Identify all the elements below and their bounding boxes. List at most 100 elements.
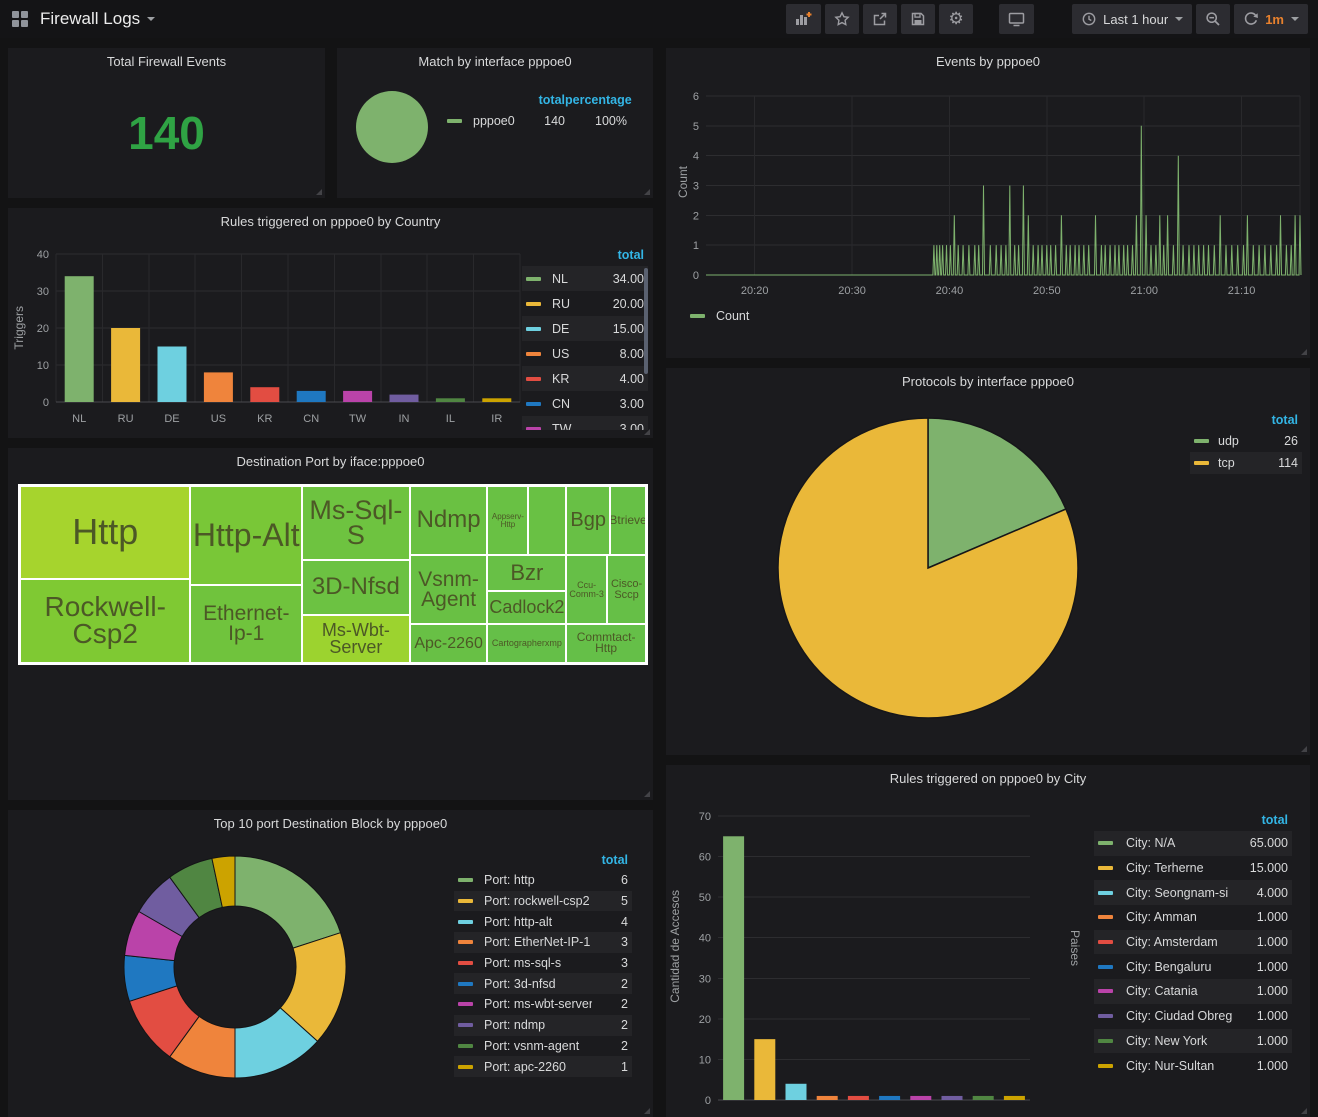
treemap-cell-Vsnm-Agent[interactable]: Vsnm-Agent xyxy=(409,555,488,624)
legend-label[interactable]: Port: ms-wbt-server xyxy=(484,997,592,1012)
legend-label[interactable]: Port: vsnm-agent xyxy=(484,1038,580,1053)
legend-row[interactable]: City: Seongnam-si 4.000 xyxy=(1094,880,1292,906)
legend-header-total[interactable]: total xyxy=(617,248,644,262)
treemap-cell-3D-Nfsd[interactable]: 3D-Nfsd xyxy=(302,560,410,615)
legend-row[interactable]: udp 26 xyxy=(1190,430,1302,452)
dashboard-title[interactable]: Firewall Logs xyxy=(40,9,141,28)
legend-header[interactable]: total xyxy=(454,850,632,870)
treemap-cell-Ms-Wbt-Server[interactable]: Ms-Wbt-Server xyxy=(302,614,410,663)
legend-row[interactable]: CN 3.00 xyxy=(522,391,648,416)
legend-label[interactable]: City: N/A xyxy=(1126,836,1176,851)
legend-row[interactable]: Port: ndmp 2 xyxy=(454,1014,632,1036)
treemap-cell-Bzr[interactable]: Bzr xyxy=(487,555,567,591)
legend-label[interactable]: City: Bengaluru xyxy=(1126,959,1212,974)
legend-row[interactable]: RU 20.00 xyxy=(522,291,648,316)
legend-header[interactable]: total xyxy=(1094,809,1292,831)
panel-title[interactable]: Total Firewall Events xyxy=(106,54,227,69)
legend-row[interactable]: City: Nur-Sultan 1.000 xyxy=(1094,1053,1292,1078)
legend-scrollbar[interactable] xyxy=(644,268,648,374)
legend-row[interactable]: tcp 114 xyxy=(1190,452,1302,474)
treemap-cell-Cartographerxmp[interactable]: Cartographerxmp xyxy=(487,623,567,663)
legend-row[interactable]: Port: ms-sql-s 3 xyxy=(454,953,632,974)
legend-row[interactable]: Port: apc-2260 1 xyxy=(454,1056,632,1077)
legend-row[interactable]: pppoe0 140 100% xyxy=(443,110,631,132)
legend-row[interactable]: Port: rockwell-csp2 5 xyxy=(454,890,632,912)
treemap-cell-Commtact-Http[interactable]: Commtact-Http xyxy=(566,623,646,663)
treemap-cell-Ethernet-Ip-1[interactable]: Ethernet-Ip-1 xyxy=(190,584,303,663)
legend-header-percentage[interactable]: percentage xyxy=(565,93,632,107)
legend-label[interactable]: City: Ciudad Obregón xyxy=(1126,1009,1232,1024)
legend-row[interactable]: City: New York 1.000 xyxy=(1094,1028,1292,1054)
legend-label[interactable]: pppoe0 xyxy=(473,114,515,128)
legend-row[interactable]: City: Ciudad Obregón 1.000 xyxy=(1094,1004,1292,1029)
legend-row[interactable]: NL 34.00 xyxy=(522,266,648,291)
settings-button[interactable]: ⚙ xyxy=(939,4,974,34)
treemap-cell-Http-Alt[interactable]: Http-Alt xyxy=(190,486,303,585)
legend-label[interactable]: Port: EtherNet-IP-1 xyxy=(484,935,591,950)
legend-label[interactable]: KR xyxy=(552,371,570,386)
panel-title[interactable]: Match by interface pppoe0 xyxy=(418,54,572,69)
legend-header-total[interactable]: total xyxy=(601,853,628,867)
share-button[interactable] xyxy=(863,4,898,34)
panel-title[interactable]: Events by pppoe0 xyxy=(935,54,1041,69)
legend-row[interactable]: DE 15.00 xyxy=(522,316,648,341)
legend-row[interactable]: Port: http 6 xyxy=(454,870,632,891)
legend-label[interactable]: Port: apc-2260 xyxy=(484,1059,566,1074)
legend-row[interactable]: Port: vsnm-agent 2 xyxy=(454,1036,632,1057)
treemap-cell-Cisco-Sccp[interactable]: Cisco-Sccp xyxy=(607,555,646,624)
panel-title[interactable]: Destination Port by iface:pppoe0 xyxy=(236,454,425,469)
zoom-out-button[interactable] xyxy=(1196,4,1231,34)
dashboards-grid-icon[interactable] xyxy=(12,11,28,27)
treemap-cell[interactable] xyxy=(528,486,567,556)
legend-label[interactable]: Port: 3d-nfsd xyxy=(484,976,556,991)
treemap-cell-Bgp[interactable]: Bgp xyxy=(566,486,611,556)
treemap-cell-Appserv-Http[interactable]: Appserv-Http xyxy=(487,486,529,556)
legend-header-total[interactable]: total xyxy=(1271,413,1298,427)
legend-label[interactable]: City: New York xyxy=(1126,1033,1208,1048)
legend-header-total[interactable]: total xyxy=(1261,813,1288,827)
treemap-cell-Rockwell-Csp2[interactable]: Rockwell-Csp2 xyxy=(20,578,191,663)
legend-row[interactable]: US 8.00 xyxy=(522,341,648,366)
legend-header[interactable]: total xyxy=(522,244,648,266)
legend-label[interactable]: Port: ndmp xyxy=(484,1018,546,1033)
legend-label[interactable]: City: Terherne xyxy=(1126,861,1204,876)
add-panel-button[interactable] xyxy=(786,4,822,34)
legend-row[interactable]: KR 4.00 xyxy=(522,366,648,391)
legend-label[interactable]: Port: ms-sql-s xyxy=(484,956,562,971)
legend-label[interactable]: RU xyxy=(552,296,571,311)
legend-header[interactable]: total percentage xyxy=(443,90,632,110)
legend-row[interactable]: TW 3.00 xyxy=(522,416,648,430)
star-button[interactable] xyxy=(825,4,860,34)
treemap-cell-Ccu-Comm-3[interactable]: Ccu-Comm-3 xyxy=(566,555,608,624)
legend-label[interactable]: CN xyxy=(552,396,571,411)
legend-label[interactable]: Port: http xyxy=(484,873,535,888)
save-button[interactable] xyxy=(901,4,936,34)
legend-row[interactable]: Port: http-alt 4 xyxy=(454,911,632,932)
legend-label[interactable]: City: Seongnam-si xyxy=(1126,885,1229,900)
legend-row[interactable]: City: Terherne 15.000 xyxy=(1094,856,1292,881)
legend-row[interactable]: City: Amsterdam 1.000 xyxy=(1094,929,1292,955)
legend-label[interactable]: DE xyxy=(552,321,570,336)
legend-label[interactable]: udp xyxy=(1218,434,1239,448)
treemap-cell-Ndmp[interactable]: Ndmp xyxy=(409,486,488,556)
time-range-picker[interactable]: Last 1 hour xyxy=(1072,4,1193,34)
treemap-cell-Cadlock2[interactable]: Cadlock2 xyxy=(487,590,567,624)
legend-label[interactable]: City: Amsterdam xyxy=(1126,935,1218,950)
legend-label[interactable]: NL xyxy=(552,271,568,286)
legend-label[interactable]: City: Amman xyxy=(1126,910,1197,925)
panel-title[interactable]: Top 10 port Destination Block by pppoe0 xyxy=(213,816,448,831)
legend-label[interactable]: US xyxy=(552,346,570,361)
panel-title[interactable]: Protocols by interface pppoe0 xyxy=(902,374,1074,389)
refresh-button[interactable]: 1m xyxy=(1234,4,1308,34)
legend-label[interactable]: Port: rockwell-csp2 xyxy=(484,894,590,909)
legend-label[interactable]: City: Nur-Sultan xyxy=(1126,1058,1215,1073)
legend-header-total[interactable]: total xyxy=(538,93,565,107)
legend-row[interactable]: City: Catania 1.000 xyxy=(1094,979,1292,1004)
legend-row[interactable]: Port: EtherNet-IP-1 3 xyxy=(454,932,632,953)
legend-row[interactable]: Count xyxy=(686,306,806,326)
legend-label[interactable]: Port: http-alt xyxy=(484,914,553,929)
legend-row[interactable]: City: Amman 1.000 xyxy=(1094,905,1292,930)
treemap-cell-Apc-2260[interactable]: Apc-2260 xyxy=(409,623,488,663)
treemap-cell-Btrieve[interactable]: Btrieve xyxy=(610,486,646,556)
panel-title[interactable]: Rules triggered on pppoe0 by Country xyxy=(220,214,441,229)
